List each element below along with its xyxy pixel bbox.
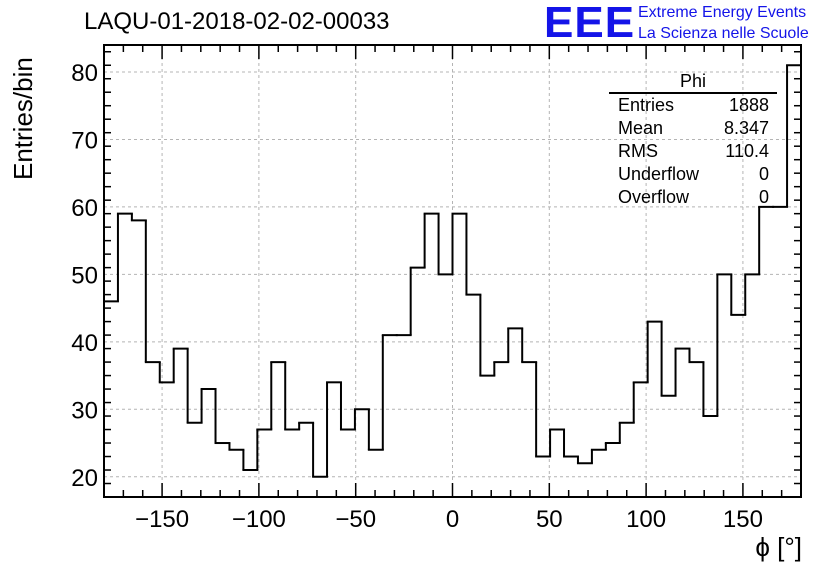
stats-value: 0 (758, 164, 769, 184)
x-tick-label: −150 (135, 506, 189, 533)
stats-value: 1888 (728, 95, 769, 115)
x-tick-label: −50 (335, 506, 376, 533)
stats-title: Phi (609, 70, 777, 94)
x-tick-label: 0 (446, 506, 459, 533)
x-tick-label: 150 (723, 506, 763, 533)
stats-row-overflow: Overflow 0 (609, 186, 777, 209)
y-tick-label: 20 (71, 465, 98, 492)
x-tick-label: 100 (626, 506, 666, 533)
y-tick-label: 30 (71, 397, 98, 424)
stats-row-entries: Entries 1888 (609, 94, 777, 117)
stats-row-mean: Mean 8.347 (609, 117, 777, 140)
x-tick-label: 50 (536, 506, 563, 533)
stats-label: Overflow (618, 187, 690, 207)
eee-logo-text: Extreme Energy Events La Scienza nelle S… (638, 2, 809, 44)
stats-value: 110.4 (725, 141, 769, 161)
eee-logo-line1: Extreme Energy Events (638, 4, 807, 21)
stats-box: Phi Entries 1888 Mean 8.347 RMS 110.4 Un… (609, 70, 777, 209)
stats-label: Entries (618, 95, 675, 115)
stats-label: RMS (618, 141, 658, 161)
stats-label: Underflow (618, 164, 700, 184)
eee-logo-line2: La Scienza nelle Scuole (638, 25, 809, 42)
stats-value: 8.347 (723, 118, 769, 138)
stats-value: 0 (758, 187, 769, 207)
x-axis-label: ϕ [°] (755, 532, 802, 562)
y-tick-label: 80 (71, 60, 98, 87)
stats-row-rms: RMS 110.4 (609, 140, 777, 163)
stats-label: Mean (618, 118, 664, 138)
y-axis-label: Entries/bin (8, 57, 38, 180)
y-tick-label: 70 (71, 127, 98, 154)
stats-row-underflow: Underflow 0 (609, 163, 777, 186)
y-tick-label: 40 (71, 330, 98, 357)
y-tick-label: 60 (71, 195, 98, 222)
eee-logo: EEE (544, 0, 636, 47)
chart-title: LAQU-01-2018-02-02-00033 (84, 8, 390, 35)
y-tick-label: 50 (71, 262, 98, 289)
x-tick-label: −100 (232, 506, 286, 533)
